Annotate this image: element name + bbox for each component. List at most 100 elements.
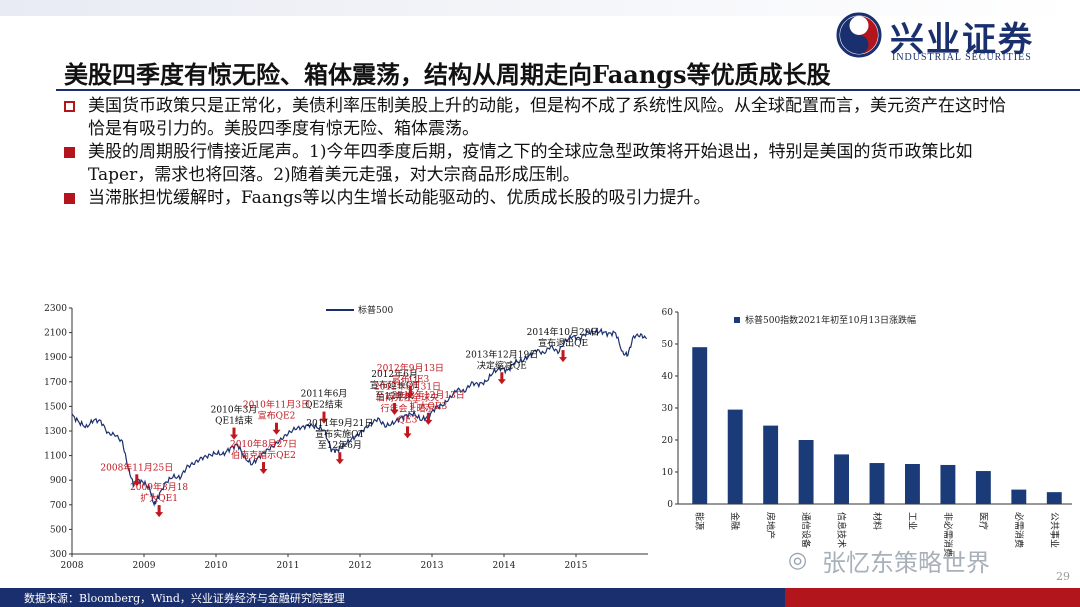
y-tick-label: 2100: [44, 329, 67, 339]
bar: [692, 347, 708, 504]
y-tick-label: 900: [50, 476, 67, 486]
bullet-list: 美国货币政策只是正常化，美债利率压制美股上升的动能，但是构不成了系统性风险。从全…: [62, 95, 1022, 210]
annotation-arrow-head-icon: [497, 379, 506, 385]
bullet-text: 美股的周期股行情接近尾声。1)今年四季度后期，疫情之下的全球应急型政策将开始退出…: [88, 142, 973, 185]
x-tick-label: 2015: [565, 561, 588, 571]
annotation-label: 宣布退出QE: [538, 337, 588, 349]
category-label: 公共事业: [1048, 512, 1060, 548]
bar: [975, 471, 991, 504]
legend-label: 标普500: [358, 304, 393, 316]
annotation-arrow-head-icon: [230, 434, 238, 440]
annotation-arrow-head-icon: [559, 357, 568, 363]
logo-text-en: INDUSTRIAL SECURITIES: [892, 52, 1032, 63]
chart-title: 标普500指数2021年初至10月13日涨跌幅: [745, 314, 916, 326]
x-tick-label: 2013: [421, 561, 444, 571]
annotation-arrow-head-icon: [406, 392, 415, 398]
annotation-arrow-head-icon: [272, 429, 281, 435]
y-tick-label: 2300: [44, 304, 67, 314]
y-tick-label: 40: [662, 372, 674, 382]
category-label: 材料: [871, 512, 883, 530]
bullet-item: 美股的周期股行情接近尾声。1)今年四季度后期，疫情之下的全球应急型政策将开始退出…: [62, 141, 1022, 187]
y-tick-label: 0: [667, 500, 673, 510]
slide-title: 美股四季度有惊无险、箱体震荡，结构从周期走向Faangs等优质成长股: [64, 60, 831, 89]
y-tick-label: 500: [50, 525, 67, 535]
annotation-label: QE1结束: [215, 415, 253, 427]
bullet-text: 当滞胀担忧缓解时，Faangs等以内生增长动能驱动的、优质成长股的吸引力提升。: [88, 188, 711, 208]
annotation-arrow-head-icon: [403, 433, 412, 439]
annotation-label: 伯南克暗示QE2: [231, 449, 296, 461]
y-tick-label: 20: [662, 436, 674, 446]
bar: [905, 464, 920, 504]
annotation-label: 2012年6月: [371, 368, 418, 380]
x-tick-label: 2010: [205, 561, 228, 571]
bar: [727, 409, 743, 504]
page-number: 29: [1056, 570, 1070, 583]
annotation: 2008年11月25日: [100, 461, 173, 487]
annotation-label: 2010年8月27日: [230, 438, 297, 450]
annotation-label: 2010年11月3日: [243, 399, 310, 411]
annotation-label: 2014年10月29日: [527, 326, 600, 338]
x-tick-label: 2008: [61, 561, 84, 571]
annotation-arrow-head-icon: [320, 418, 328, 424]
logo-mark-icon: [836, 12, 882, 58]
square-bullet-icon: [64, 147, 75, 158]
source-note: 数据来源：Bloomberg，Wind，兴业证券经济与金融研究院整理: [24, 592, 345, 605]
x-tick-label: 2009: [133, 561, 156, 571]
y-tick-label: 1900: [44, 353, 67, 363]
annotation-label: QE3: [398, 415, 418, 425]
annotation-arrow-head-icon: [259, 469, 268, 475]
sp500-line-chart: 300 500 700 900 1100 1300 1500 1700 1900 2100 2300…: [44, 304, 648, 571]
annotation-label: 行年会上暗示: [381, 402, 435, 414]
legend-swatch: [734, 317, 740, 323]
y-tick-label: 1100: [44, 452, 67, 462]
annotation-label: 决定缩减QE: [477, 359, 527, 371]
bar: [763, 425, 779, 504]
annotation-label: 伯南克在全球央: [376, 391, 439, 403]
annotation-label: 2012年8月31日: [374, 380, 441, 392]
watermark-text: 张忆东策略世界: [822, 549, 990, 577]
annotation-label: 2012年9月13日: [377, 362, 444, 374]
annotation-label: 扩大QE3: [410, 400, 448, 412]
footer-accent: [785, 588, 1080, 607]
bullet-item: 美国货币政策只是正常化，美债利率压制美股上升的动能，但是构不成了系统性风险。从全…: [62, 95, 1022, 141]
category-label: 必需消费: [1013, 512, 1025, 548]
annotation-label: 宣布QE2: [258, 410, 296, 422]
bar: [869, 463, 885, 504]
logo-text-cn: 兴业证券: [890, 20, 1034, 60]
annotation-label: 至12年末: [375, 390, 413, 402]
y-tick-label: 50: [662, 340, 674, 350]
category-label: 房地产: [765, 512, 777, 539]
annotation-arrow-head-icon: [335, 459, 344, 465]
annotation-arrow-head-icon: [424, 419, 433, 425]
y-tick-label: 1700: [44, 378, 67, 388]
wechat-icon: ◎: [788, 548, 808, 573]
y-tick-label: 1300: [44, 427, 67, 437]
square-bullet-icon: [64, 193, 75, 204]
bar: [798, 440, 814, 504]
annotation-label: 宣布实施OT: [315, 428, 364, 440]
x-tick-label: 2014: [493, 561, 516, 571]
bullet-item: 当滞胀担忧缓解时，Faangs等以内生增长动能驱动的、优质成长股的吸引力提升。: [62, 187, 1022, 210]
bullet-text: 美国货币政策只是正常化，美债利率压制美股上升的动能，但是构不成了系统性风险。从全…: [88, 96, 1006, 139]
category-label: 工业: [906, 512, 917, 530]
category-label: 医疗: [977, 512, 989, 530]
annotation-label: 扩大QE1: [140, 492, 178, 504]
company-logo: 兴业证券 INDUSTRIAL SECURITIES: [836, 12, 1066, 66]
category-label: 信息技术: [836, 512, 848, 548]
annotation-label: QE2结束: [305, 399, 343, 411]
bar: [1046, 492, 1062, 504]
annotation-label: 2010年3月: [211, 404, 258, 416]
y-tick-label: 10: [662, 468, 674, 478]
header-band: [0, 0, 1080, 16]
x-tick-label: 2011: [277, 561, 300, 571]
